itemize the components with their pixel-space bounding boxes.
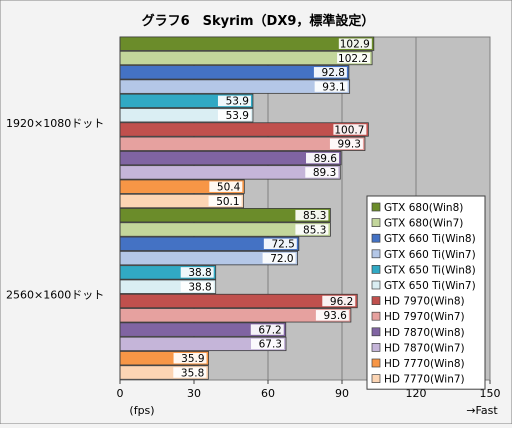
legend-entry: GTX 660 Ti(Win8): [384, 233, 476, 245]
x-axis-label: (fps): [129, 404, 154, 417]
bar-value-label-bg: [295, 209, 329, 221]
bar-value-label-bg: [338, 38, 372, 49]
bar-value-label-bg: [209, 181, 243, 192]
x-tick-label: 90: [335, 387, 349, 400]
bar-value-label: 96.2: [330, 296, 353, 308]
bar-value-label: 89.3: [313, 167, 336, 179]
legend-swatch: [371, 265, 381, 274]
bar-value-label-bg: [180, 267, 214, 278]
legend-swatch: [371, 358, 381, 368]
bar: [119, 50, 373, 66]
chart-title: グラフ6 Skyrim（DX9，標準設定）: [142, 13, 375, 29]
bar-value-label-bg: [208, 195, 242, 207]
bar-value-label: 93.6: [323, 310, 347, 322]
legend-swatch: [371, 311, 381, 321]
bar: [119, 122, 369, 137]
category-label: 2560×1600ドット: [6, 288, 104, 301]
bar-value-label: 53.9: [226, 96, 249, 108]
x-tick-label: 60: [261, 387, 275, 400]
bar-value-label: 89.6: [314, 153, 338, 165]
bar-value-label-bg: [263, 238, 297, 250]
bar-value-label-bg: [322, 295, 356, 307]
legend-swatch: [371, 218, 381, 227]
bar-value-label-bg: [217, 109, 251, 121]
bar-value-label: 72.0: [270, 253, 293, 265]
bar-value-label: 67.2: [258, 324, 281, 336]
bar-value-label-bg: [180, 281, 214, 292]
bar-value-label: 50.1: [216, 196, 239, 208]
bar-value-label: 100.7: [334, 124, 364, 136]
bar-value-label: 102.2: [338, 53, 368, 65]
x-tick-label: 0: [117, 387, 124, 400]
legend-entry: HD 7770(Win7): [384, 374, 465, 386]
x-axis-fast-label: →Fast: [466, 404, 498, 417]
legend-box: [366, 195, 486, 390]
bar: [119, 136, 366, 151]
bar: [119, 36, 375, 51]
bar-value-label-bg: [217, 95, 251, 107]
legend-entry: GTX 660 Ti(Win7): [384, 249, 476, 261]
legend-entry: GTX 680(Win7): [384, 218, 463, 230]
bar-value-label-bg: [315, 310, 349, 321]
bar-value-label: 85.3: [303, 224, 326, 236]
category-label: 1920×1080ドット: [6, 117, 104, 130]
bar-value-label: 38.8: [188, 267, 211, 279]
bar-value-label: 99.3: [338, 139, 361, 151]
bar-value-label: 102.9: [340, 38, 370, 50]
bar-value-label: 72.5: [271, 239, 294, 251]
bar-value-label: 35.8: [181, 367, 204, 379]
x-tick-label: 120: [406, 387, 427, 400]
legend-swatch: [371, 249, 381, 259]
x-tick-label: 150: [480, 387, 501, 400]
bar-value-label: 93.1: [322, 81, 345, 93]
bar-value-label-bg: [173, 352, 207, 364]
bar-value-label-bg: [333, 124, 367, 135]
bar-value-label: 92.8: [322, 67, 345, 79]
legend-swatch: [371, 280, 381, 290]
bar-value-label-bg: [313, 67, 347, 78]
legend-entry: HD 7970(Win7): [384, 311, 465, 323]
legend-entry: GTX 650 Ti(Win7): [384, 280, 476, 292]
legend-swatch: [371, 233, 381, 243]
bar-value-label-bg: [314, 81, 348, 92]
bar-value-label: 35.9: [181, 353, 204, 365]
bar-value-label: 67.3: [259, 339, 282, 351]
bar-value-label-bg: [173, 367, 207, 378]
bar-value-label: 50.4: [217, 181, 241, 193]
legend-swatch: [371, 343, 381, 352]
bar: [119, 293, 358, 309]
x-tick-label: 30: [187, 387, 201, 400]
bar-value-label: 38.8: [188, 281, 211, 293]
bar-value-label-bg: [251, 338, 285, 350]
bar-value-label-bg: [250, 324, 284, 335]
bar-value-label-bg: [329, 138, 363, 150]
legend-swatch: [371, 374, 381, 383]
bar-value-label-bg: [295, 224, 329, 235]
legend-entry: HD 7870(Win7): [384, 342, 465, 354]
legend-entry: HD 7970(Win8): [384, 296, 465, 308]
bar-value-label: 85.3: [303, 210, 326, 222]
legend-entry: GTX 680(Win8): [384, 202, 463, 214]
legend-entry: GTX 650 Ti(Win8): [384, 264, 476, 276]
legend-swatch: [371, 327, 381, 337]
bar-value-label-bg: [305, 167, 339, 178]
legend-entry: HD 7770(Win8): [384, 358, 465, 370]
legend-entry: HD 7870(Win8): [384, 327, 465, 339]
legend-swatch: [371, 296, 381, 305]
legend-swatch: [371, 202, 381, 212]
bar-value-label: 53.9: [226, 110, 249, 122]
bar-value-label-bg: [262, 252, 296, 264]
bar-value-label-bg: [337, 52, 371, 64]
bar-value-label-bg: [306, 152, 340, 164]
